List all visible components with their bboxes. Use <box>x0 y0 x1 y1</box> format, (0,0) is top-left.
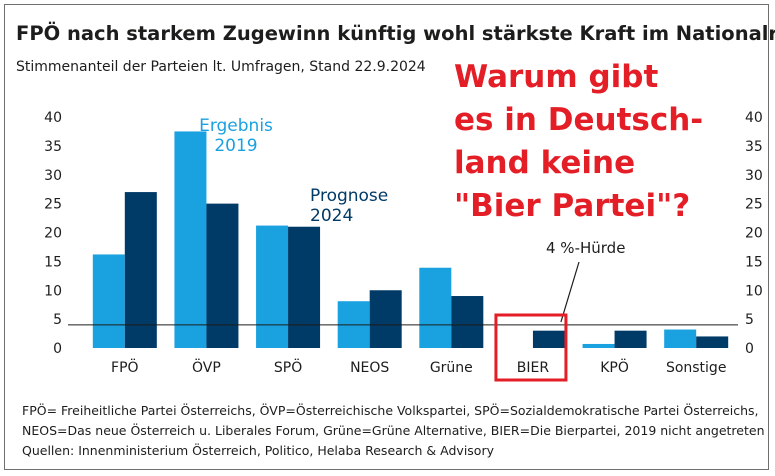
highlight-box-bier <box>494 313 568 382</box>
series-label-prognose: Prognose <box>310 186 388 206</box>
footnote-line: FPÖ= Freiheitliche Partei Österreichs, Ö… <box>22 403 759 418</box>
chart-frame <box>4 4 769 470</box>
overlay-line: es in Deutsch- <box>454 102 704 138</box>
y-tick-label-left: 20 <box>44 226 62 242</box>
footnote: FPÖ= Freiheitliche Partei Österreichs, Ö… <box>22 401 765 461</box>
bar-ergebnis-2019 <box>92 254 125 348</box>
chart-title: FPÖ nach starkem Zugewinn künftig wohl s… <box>16 22 775 45</box>
x-tick-label: NEOS <box>350 360 389 376</box>
series-label-prognose: 2024 <box>310 206 353 226</box>
x-tick-label: Sonstige <box>666 360 727 376</box>
bar-prognose-2024 <box>206 203 239 348</box>
y-tick-label-right: 15 <box>745 254 763 270</box>
bar-ergebnis-2019 <box>174 131 207 348</box>
y-tick-label-left: 10 <box>44 283 62 299</box>
overlay-line: Warum gibt <box>454 59 659 95</box>
overlay-line: "Bier Partei"? <box>454 188 691 224</box>
bar-prognose-2024 <box>288 226 321 348</box>
x-tick-label: KPÖ <box>600 358 629 376</box>
x-tick-label: Grüne <box>430 360 473 376</box>
y-tick-label-right: 0 <box>745 341 754 357</box>
bar-prognose-2024 <box>451 296 484 348</box>
y-tick-label-left: 35 <box>44 139 62 155</box>
bar-prognose-2024 <box>614 330 647 348</box>
threshold-label: 4 %-Hürde <box>546 239 625 257</box>
footnote-line: NEOS=Das neue Österreich u. Liberales Fo… <box>22 423 765 438</box>
x-tick-label: FPÖ <box>111 358 139 376</box>
bar-ergebnis-2019 <box>256 225 289 348</box>
bar-prognose-2024 <box>369 290 402 348</box>
y-tick-label-left: 0 <box>53 341 62 357</box>
y-tick-label-right: 30 <box>745 168 763 184</box>
y-tick-label-left: 5 <box>53 312 62 328</box>
y-tick-label-right: 20 <box>745 226 763 242</box>
threshold-pointer <box>560 261 580 323</box>
overlay-question: Warum gibt es in Deutsch- land keine "Bi… <box>454 56 703 228</box>
y-tick-label-right: 35 <box>745 139 763 155</box>
y-tick-label-left: 30 <box>44 168 62 184</box>
y-tick-label-right: 40 <box>745 110 763 126</box>
y-tick-label-right: 10 <box>745 283 763 299</box>
bar-ergebnis-2019 <box>582 343 615 348</box>
bar-ergebnis-2019 <box>419 267 452 348</box>
bar-prognose-2024 <box>696 336 729 348</box>
bar-ergebnis-2019 <box>664 329 697 348</box>
x-tick-label: SPÖ <box>274 358 302 376</box>
x-tick-label: BIER <box>517 360 550 376</box>
y-tick-label-left: 40 <box>44 110 62 126</box>
series-label-ergebnis: Ergebnis <box>199 116 273 136</box>
chart-subtitle: Stimmenanteil der Parteien lt. Umfragen,… <box>16 59 426 75</box>
y-tick-label-left: 25 <box>44 197 62 213</box>
y-tick-label-left: 15 <box>44 254 62 270</box>
overlay-line: land keine <box>454 145 636 181</box>
x-tick-label: ÖVP <box>192 358 221 376</box>
bar-prognose-2024 <box>124 192 157 348</box>
y-tick-label-right: 25 <box>745 197 763 213</box>
footnote-line: Quellen: Innenministerium Österreich, Po… <box>22 443 494 458</box>
series-label-ergebnis: 2019 <box>214 136 257 156</box>
y-tick-label-right: 5 <box>745 312 754 328</box>
bar-prognose-2024 <box>532 330 565 348</box>
